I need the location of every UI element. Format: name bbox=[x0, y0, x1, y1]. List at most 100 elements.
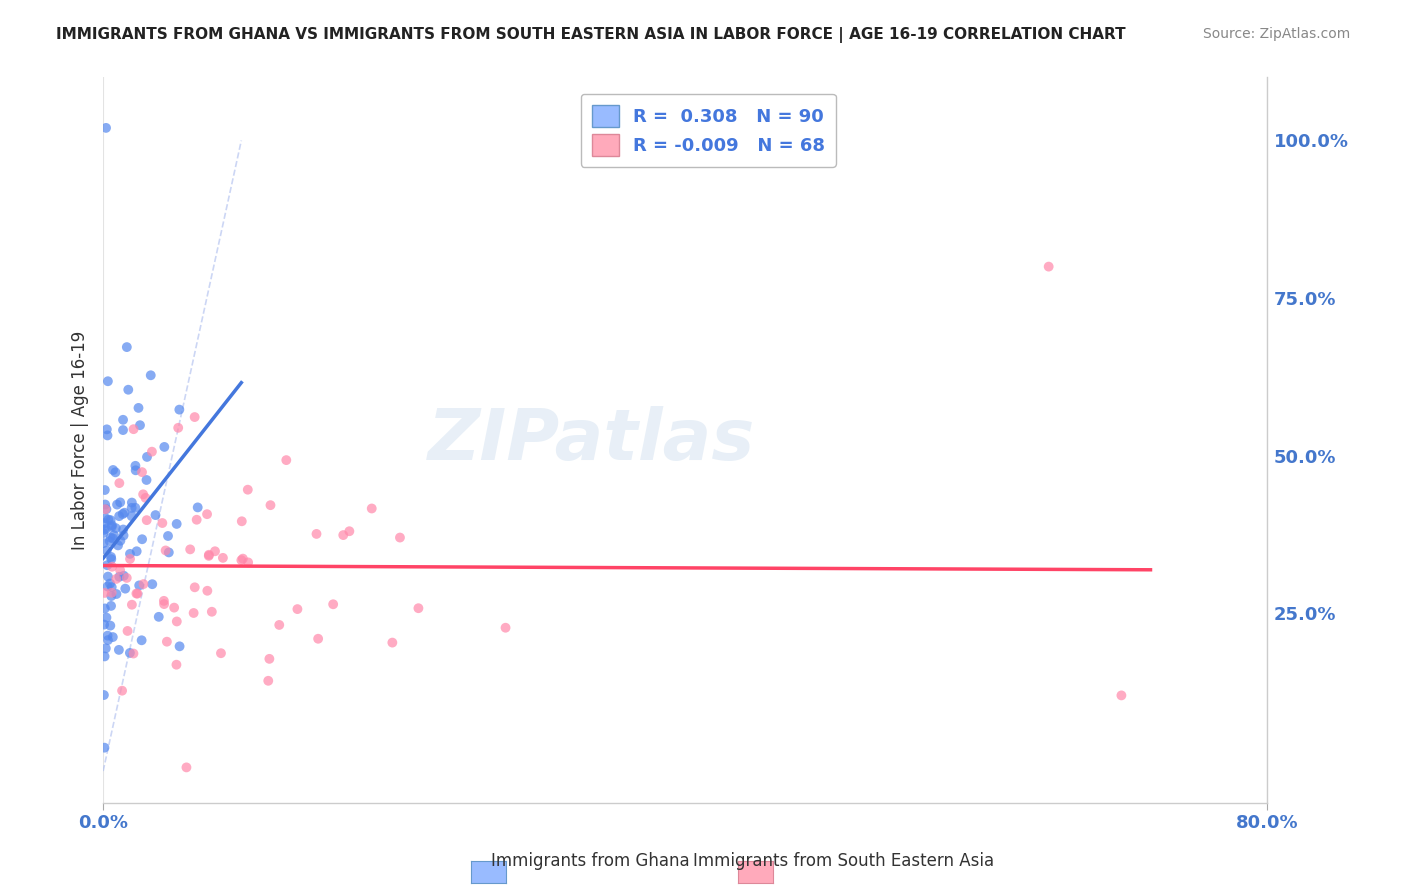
Point bbox=[167, 421, 190, 435]
Point bbox=[153, 594, 176, 608]
Point bbox=[337, 524, 360, 539]
Point bbox=[121, 598, 143, 612]
Point bbox=[118, 552, 141, 566]
Point bbox=[118, 547, 141, 561]
Point bbox=[112, 528, 135, 542]
Point bbox=[360, 501, 382, 516]
Point bbox=[156, 529, 179, 543]
Point bbox=[236, 483, 259, 497]
Point bbox=[108, 570, 131, 584]
Point bbox=[94, 511, 117, 525]
Point bbox=[100, 519, 122, 533]
Text: Source: ZipAtlas.com: Source: ZipAtlas.com bbox=[1202, 27, 1350, 41]
Point bbox=[118, 646, 141, 660]
Point bbox=[96, 579, 118, 593]
Point bbox=[135, 473, 157, 487]
Point bbox=[103, 528, 125, 542]
Point bbox=[96, 502, 118, 516]
Point bbox=[115, 571, 138, 585]
Point bbox=[257, 673, 280, 688]
Point bbox=[195, 507, 218, 521]
Point bbox=[132, 487, 155, 501]
Point bbox=[201, 605, 224, 619]
Point bbox=[98, 576, 121, 591]
Point bbox=[131, 465, 153, 479]
Point bbox=[93, 740, 115, 755]
Point bbox=[124, 458, 146, 473]
Point bbox=[332, 528, 354, 542]
Point bbox=[131, 633, 153, 648]
Point bbox=[1038, 260, 1060, 274]
Point bbox=[141, 444, 163, 458]
Point bbox=[101, 463, 124, 477]
Legend: R =  0.308   N = 90, R = -0.009   N = 68: R = 0.308 N = 90, R = -0.009 N = 68 bbox=[581, 94, 837, 167]
Point bbox=[100, 552, 122, 566]
Point bbox=[112, 568, 135, 582]
Point bbox=[115, 340, 138, 354]
Point bbox=[117, 383, 139, 397]
Point bbox=[153, 440, 176, 454]
Point bbox=[97, 633, 120, 648]
Point bbox=[100, 549, 122, 564]
Point bbox=[125, 586, 148, 600]
Point bbox=[108, 563, 131, 577]
Text: Immigrants from Ghana: Immigrants from Ghana bbox=[491, 852, 690, 870]
Point bbox=[128, 578, 150, 592]
Point bbox=[94, 483, 117, 497]
Point bbox=[169, 640, 191, 654]
Point bbox=[94, 120, 117, 135]
Point bbox=[145, 508, 167, 522]
Point bbox=[156, 634, 179, 648]
Point bbox=[388, 531, 411, 545]
Point bbox=[101, 630, 124, 644]
Point bbox=[108, 643, 131, 657]
Text: IMMIGRANTS FROM GHANA VS IMMIGRANTS FROM SOUTH EASTERN ASIA IN LABOR FORCE | AGE: IMMIGRANTS FROM GHANA VS IMMIGRANTS FROM… bbox=[56, 27, 1126, 43]
Point bbox=[236, 555, 259, 569]
Point bbox=[114, 506, 136, 520]
Point bbox=[131, 533, 153, 547]
Point bbox=[121, 509, 143, 524]
Point bbox=[139, 368, 162, 383]
Point bbox=[111, 423, 134, 437]
Point bbox=[111, 683, 134, 698]
Point bbox=[232, 551, 254, 566]
Point bbox=[209, 646, 232, 660]
Point bbox=[231, 553, 253, 567]
Point bbox=[195, 583, 218, 598]
Point bbox=[100, 580, 122, 594]
Point bbox=[100, 589, 122, 603]
Point bbox=[104, 521, 127, 535]
Point bbox=[150, 516, 173, 530]
Point bbox=[212, 550, 235, 565]
Point bbox=[98, 618, 121, 632]
Point bbox=[231, 514, 253, 528]
Point bbox=[112, 523, 135, 537]
Point bbox=[198, 548, 221, 562]
Point bbox=[269, 618, 291, 632]
Point bbox=[121, 500, 143, 515]
Point bbox=[111, 507, 134, 521]
Point bbox=[97, 569, 120, 583]
Point bbox=[132, 577, 155, 591]
Point bbox=[122, 647, 145, 661]
Point bbox=[93, 536, 115, 550]
Point bbox=[94, 498, 117, 512]
Point bbox=[93, 586, 115, 600]
Point bbox=[98, 534, 121, 549]
Point bbox=[184, 580, 207, 594]
Point bbox=[176, 760, 198, 774]
Point bbox=[169, 402, 191, 417]
Point bbox=[259, 498, 281, 512]
Point bbox=[93, 516, 115, 530]
Point bbox=[97, 374, 120, 388]
Point bbox=[163, 600, 186, 615]
Point bbox=[117, 624, 139, 638]
Point bbox=[108, 476, 131, 491]
Point bbox=[381, 635, 404, 649]
Text: ZIPatlas: ZIPatlas bbox=[429, 406, 755, 475]
Point bbox=[101, 559, 124, 574]
Point bbox=[94, 641, 117, 656]
Point bbox=[124, 500, 146, 515]
Point bbox=[287, 602, 309, 616]
Point bbox=[96, 428, 118, 442]
